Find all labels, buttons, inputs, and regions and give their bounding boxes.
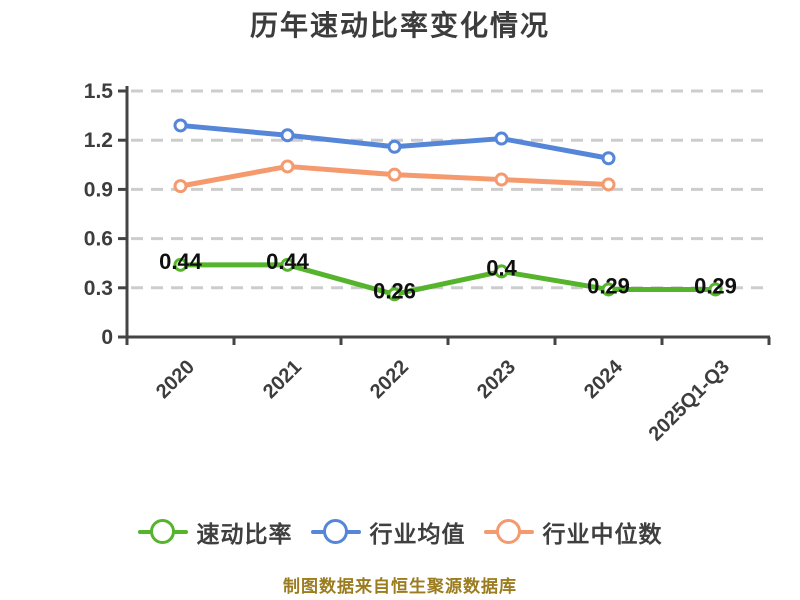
legend-circle-icon	[149, 519, 175, 544]
data-point	[387, 287, 402, 302]
x-axis-label: 2025Q1-Q3	[645, 356, 734, 445]
y-axis-label: 0.9	[84, 178, 113, 201]
data-label: 0.4	[486, 255, 517, 280]
legend-circle-icon	[322, 519, 348, 544]
data-point	[494, 264, 509, 279]
y-axis-label: 1.5	[84, 80, 114, 103]
legend-label: 行业均值	[369, 521, 466, 547]
data-point	[601, 177, 616, 192]
legend-item-2: 行业中位数	[483, 515, 663, 549]
data-point	[387, 139, 402, 154]
data-point	[494, 172, 509, 187]
data-point	[280, 159, 295, 174]
y-axis-label: 1.2	[84, 129, 113, 152]
data-label: 0.29	[587, 273, 630, 298]
data-source-note: 制图数据来自恒生聚源数据库	[283, 577, 517, 596]
data-point	[601, 151, 616, 166]
chart-legend: 速动比率 行业均值 行业中位数	[0, 515, 800, 549]
y-axis-label: 0	[101, 326, 113, 349]
data-point	[601, 282, 616, 297]
x-axis-label: 2022	[366, 356, 413, 403]
legend-item-1: 行业均值	[310, 515, 466, 549]
data-point	[387, 167, 402, 182]
legend-label: 行业中位数	[542, 521, 663, 547]
legend-marker-icon	[483, 519, 534, 544]
x-axis-label: 2020	[152, 356, 199, 403]
data-label: 0.44	[266, 249, 310, 274]
data-point	[708, 282, 723, 297]
data-label: 0.26	[373, 278, 416, 303]
legend-label: 速动比率	[196, 521, 293, 547]
chart-title: 历年速动比率变化情况	[249, 10, 550, 41]
legend-item-0: 速动比率	[137, 515, 293, 549]
x-axis-label: 2024	[580, 355, 628, 403]
x-axis-label: 2021	[259, 356, 306, 403]
data-point	[494, 131, 509, 146]
legend-marker-icon	[310, 519, 361, 544]
y-axis-label: 0.3	[84, 277, 113, 300]
y-axis-label: 0.6	[84, 228, 113, 251]
data-point	[280, 257, 295, 272]
data-point	[173, 118, 188, 133]
legend-circle-icon	[495, 519, 521, 544]
x-axis-label: 2023	[473, 356, 520, 403]
data-point	[280, 128, 295, 143]
series-line-0	[178, 262, 718, 297]
data-point	[173, 179, 188, 194]
data-label: 0.44	[159, 249, 203, 274]
legend-marker-icon	[137, 519, 188, 544]
data-point	[173, 257, 188, 272]
data-label: 0.29	[694, 273, 737, 298]
